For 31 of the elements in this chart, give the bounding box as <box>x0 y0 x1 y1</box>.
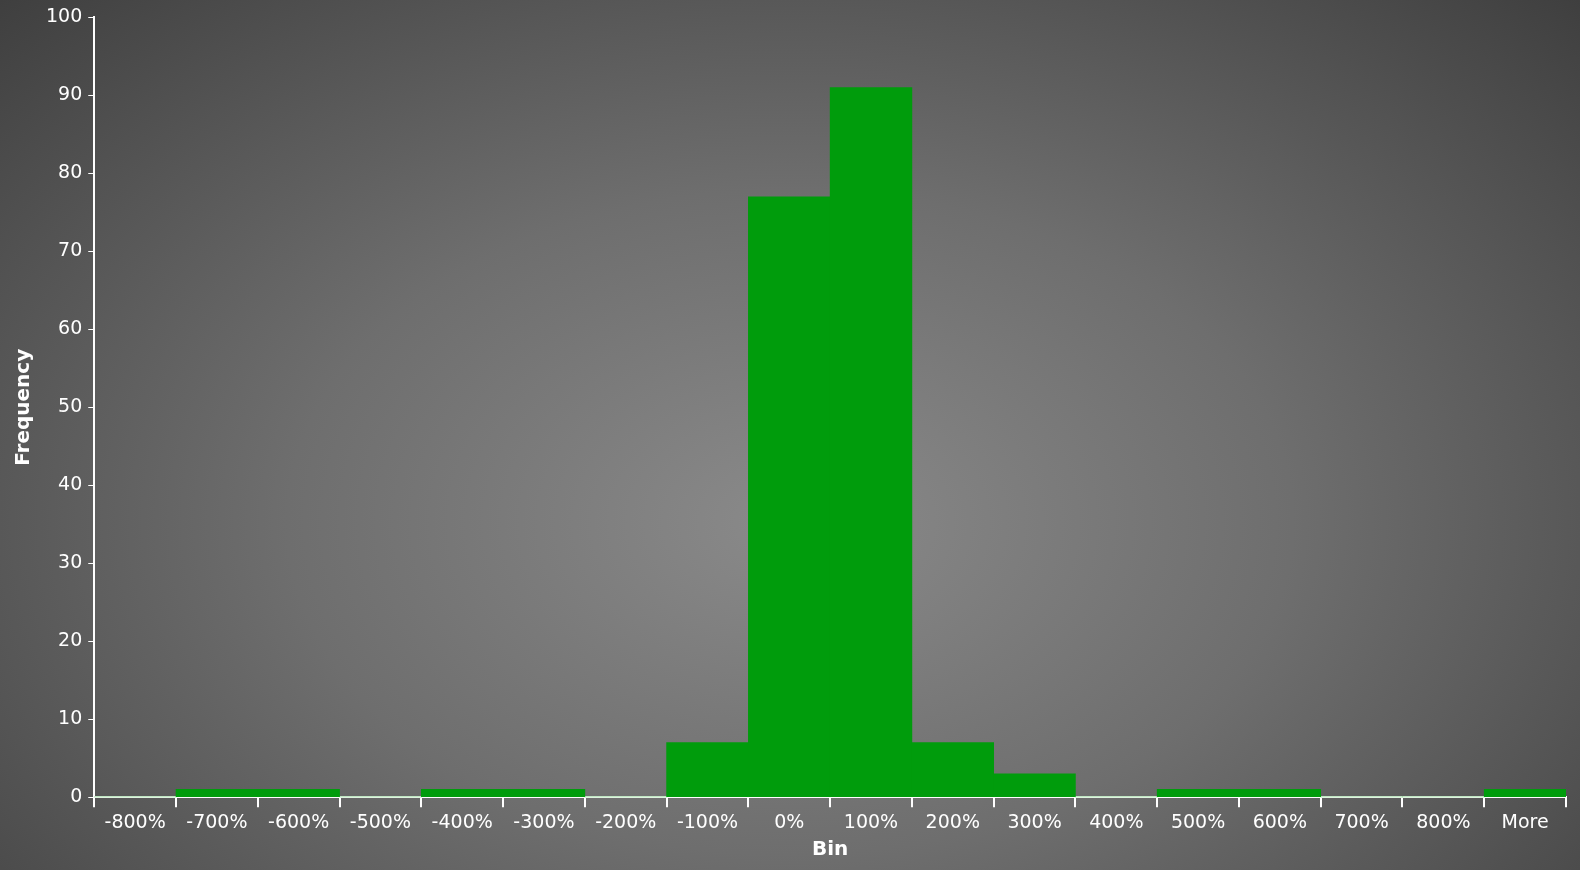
y-axis-title: Frequency <box>10 348 35 466</box>
x-tick-label: 700% <box>1334 809 1389 832</box>
y-tick-label: 80 <box>58 160 83 183</box>
y-tick-label: 40 <box>58 472 83 495</box>
y-tick-label: 10 <box>58 706 83 729</box>
x-tick-label: -100% <box>676 809 739 832</box>
y-tick-label: 60 <box>58 316 83 339</box>
x-axis-title: Bin <box>811 836 849 861</box>
x-tick-label: -700% <box>186 809 248 832</box>
x-tick-label: -500% <box>349 809 412 832</box>
x-tick-label: 800% <box>1416 809 1471 832</box>
x-tick-label: -800% <box>104 809 166 832</box>
x-tick-label: 400% <box>1089 809 1144 832</box>
x-tick-label: 300% <box>1007 809 1062 832</box>
x-tick-label: More <box>1501 809 1549 832</box>
x-tick-label: -600% <box>268 809 330 832</box>
x-tick-label: 100% <box>843 809 899 832</box>
y-tick-label: 100 <box>46 4 83 27</box>
y-tick-label: 30 <box>58 550 83 573</box>
y-tick-label: 50 <box>58 394 83 417</box>
x-tick-label: -200% <box>595 809 657 832</box>
y-tick-label: 20 <box>58 628 83 651</box>
x-tick-label: -300% <box>513 809 575 832</box>
x-tick-label: 0% <box>774 809 805 832</box>
y-tick-label: 0 <box>70 784 83 807</box>
x-tick-label: 600% <box>1252 809 1307 832</box>
y-tick-label: 90 <box>58 82 83 105</box>
x-tick-label: -400% <box>431 809 493 832</box>
y-tick-label: 70 <box>58 238 83 261</box>
x-tick-label: 200% <box>925 809 980 832</box>
x-tick-label: 500% <box>1170 809 1226 832</box>
